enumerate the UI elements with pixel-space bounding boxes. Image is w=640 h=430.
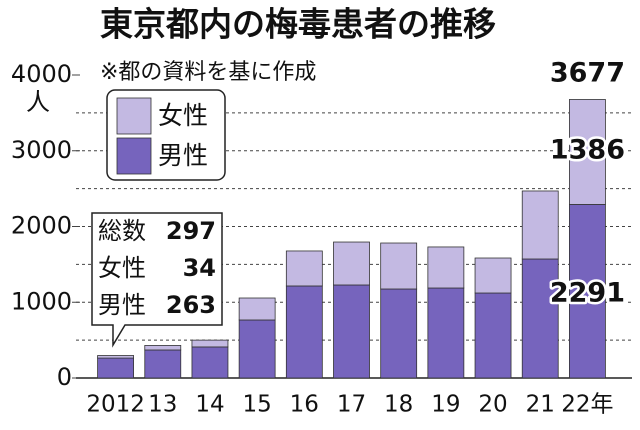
callout-value: 34 — [183, 254, 216, 282]
total-label: 3677 — [550, 58, 625, 89]
chart-title: 東京都内の梅毒患者の推移 — [100, 5, 496, 44]
bar-segment — [144, 349, 182, 379]
legend-label: 女性 — [158, 101, 208, 130]
x-tick-label: 19 — [431, 392, 460, 418]
bar-segment — [191, 339, 229, 348]
bar-segment — [521, 190, 559, 260]
value-label: 2291 — [550, 278, 625, 309]
value-label: 1386 — [550, 135, 625, 166]
x-tick-label: 13 — [148, 392, 177, 418]
bar-segment — [285, 285, 323, 379]
bar-segment — [97, 357, 134, 379]
y-axis-label: 人 — [26, 88, 50, 116]
bar-segment — [474, 257, 512, 294]
bar-segment — [238, 297, 276, 321]
legend-swatch — [116, 137, 152, 175]
y-tick-label: 3000 — [11, 136, 72, 164]
callout-label: 男性 — [98, 291, 146, 319]
bar-segment — [97, 355, 134, 359]
bar-segment — [285, 250, 323, 287]
x-tick-label: 22年 — [561, 392, 613, 418]
bar-segment — [427, 246, 465, 289]
bar-segment — [333, 241, 370, 286]
bar-segment — [144, 345, 182, 351]
x-tick-label: 20 — [478, 392, 507, 418]
y-tick-label: 4000 — [11, 60, 72, 88]
bar-segment — [380, 288, 418, 379]
callout-label: 総数 — [98, 217, 146, 245]
y-tick-label: 1000 — [11, 287, 72, 315]
bar-segment — [191, 346, 229, 379]
x-tick-label: 16 — [290, 392, 319, 418]
bar-segment — [569, 99, 606, 205]
bar-segment — [238, 319, 276, 379]
x-tick-label: 18 — [384, 392, 413, 418]
x-tick-label: 17 — [337, 392, 366, 418]
callout-value: 263 — [166, 291, 216, 319]
bar-segment — [521, 258, 559, 379]
legend-label: 男性 — [158, 141, 208, 170]
bar-segment — [474, 292, 512, 379]
y-tick-label: 2000 — [11, 212, 72, 240]
callout-box — [91, 212, 223, 348]
x-tick-label: 15 — [242, 392, 271, 418]
callout-value: 297 — [166, 217, 216, 245]
chart-subtitle: ※都の資料を基に作成 — [100, 60, 316, 85]
legend-swatch — [116, 97, 152, 135]
x-tick-label: 14 — [195, 392, 224, 418]
x-tick-label: 21 — [526, 392, 555, 418]
bar-segment — [569, 204, 606, 379]
bar-segment — [427, 287, 465, 379]
x-tick-label: 2012 — [86, 392, 145, 418]
bar-segment — [333, 284, 370, 379]
y-tick-label: 0 — [57, 363, 72, 391]
callout-label: 女性 — [98, 254, 146, 282]
bar-segment — [380, 242, 418, 290]
